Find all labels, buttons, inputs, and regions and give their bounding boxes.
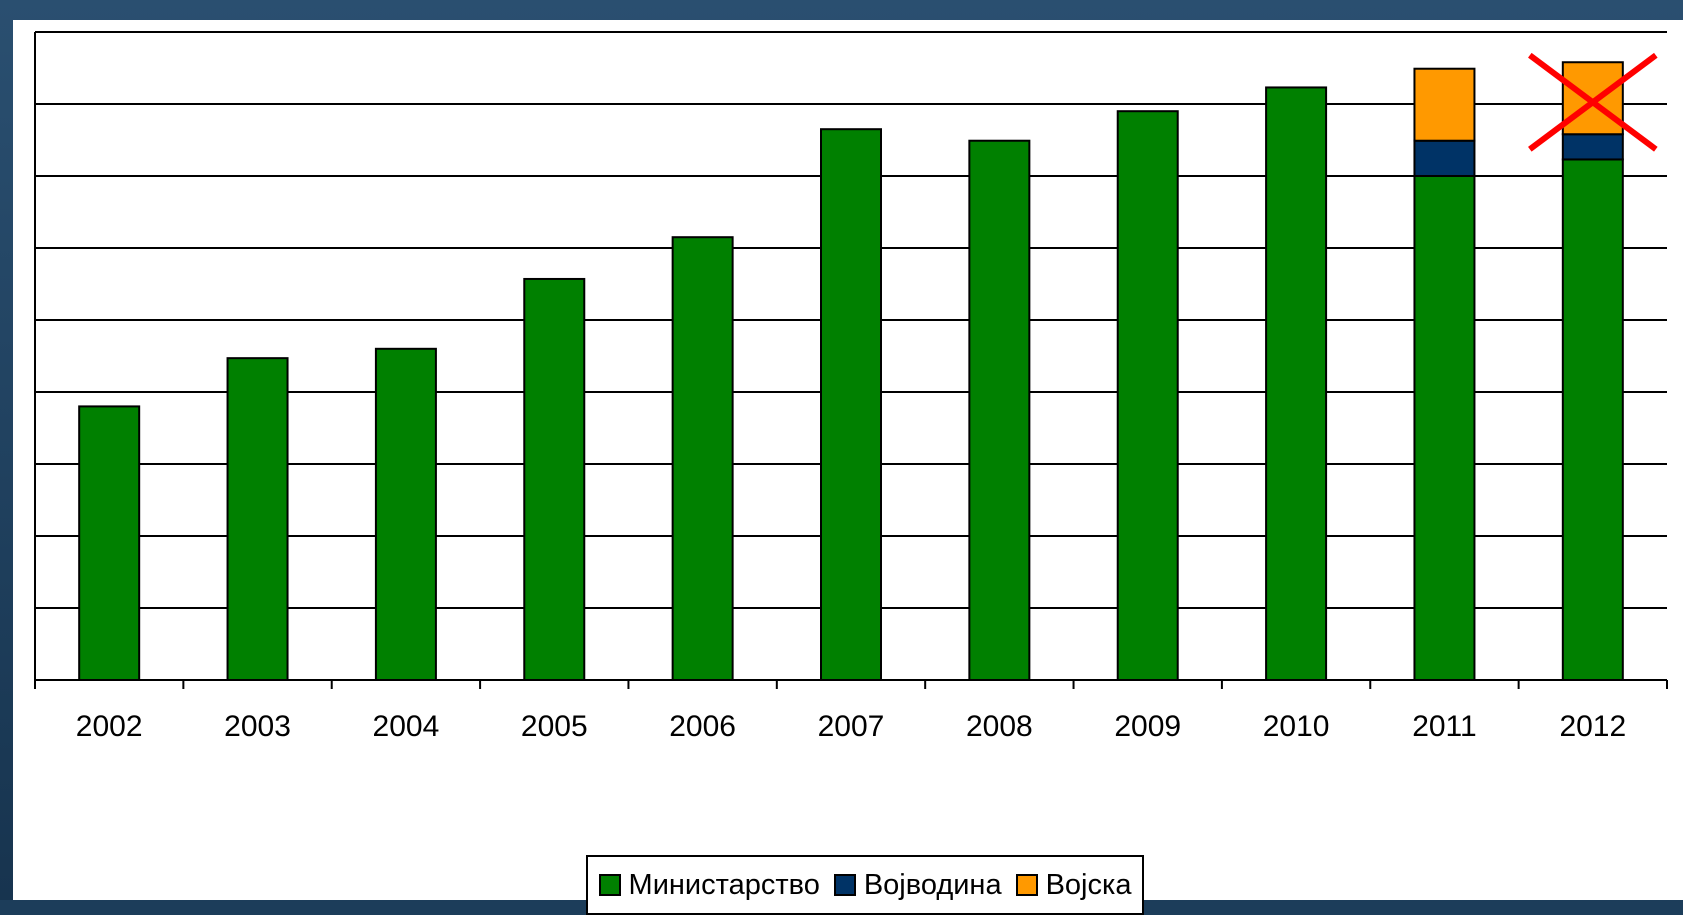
legend-item-vojska: Војска bbox=[1015, 868, 1132, 902]
x-tick-label: 2007 bbox=[818, 710, 885, 743]
red-cross-line-b bbox=[1528, 52, 1658, 152]
bar-chart: 2002 2003 2004 2005 2006 2007 2008 2009 2010 2011… bbox=[34, 31, 1668, 743]
x-tick-label: 2005 bbox=[521, 710, 588, 743]
bar-2011-series-2 bbox=[1413, 67, 1476, 142]
bar-2007-series-0 bbox=[820, 128, 882, 681]
bar-2012-series-0 bbox=[1561, 158, 1624, 681]
x-tick-label: 2003 bbox=[224, 710, 291, 743]
legend-label-ministarstvo: Министарство bbox=[628, 868, 820, 901]
x-tick-label: 2009 bbox=[1114, 710, 1181, 743]
bar-2002-series-0 bbox=[78, 405, 141, 681]
x-tick-label: 2004 bbox=[373, 710, 440, 743]
bar-2006-series-0 bbox=[671, 236, 734, 681]
chart-panel: 2002 2003 2004 2005 2006 2007 2008 2009 2010 2011… bbox=[13, 20, 1683, 915]
x-tick-label: 2006 bbox=[669, 710, 736, 743]
bar-2010-series-0 bbox=[1265, 86, 1328, 681]
legend-swatch-vojska bbox=[1015, 874, 1038, 896]
legend-item-vojvodina: Војводина bbox=[833, 868, 1002, 902]
legend-label-vojvodina: Војводина bbox=[863, 868, 1002, 901]
bar-2012-series-1 bbox=[1561, 133, 1624, 161]
legend-item-ministarstvo: Министарство bbox=[598, 868, 820, 902]
bar-2008-series-0 bbox=[968, 139, 1031, 682]
bar-2009-series-0 bbox=[1116, 110, 1179, 681]
x-tick-label: 2008 bbox=[966, 710, 1033, 743]
bar-2012-series-2 bbox=[1561, 61, 1624, 136]
bar-2011-series-1 bbox=[1413, 139, 1476, 177]
legend-swatch-vojvodina bbox=[833, 874, 856, 896]
bar-2003-series-0 bbox=[226, 357, 289, 681]
bar-2005-series-0 bbox=[523, 277, 586, 681]
legend-label-vojska: Војска bbox=[1045, 868, 1132, 901]
x-tick-label: 2011 bbox=[1412, 710, 1477, 743]
x-tick-label: 2010 bbox=[1263, 710, 1330, 743]
chart-legend: Министарство Војводина Војска bbox=[586, 855, 1144, 915]
bar-2004-series-0 bbox=[374, 347, 437, 681]
bar-2011-series-0 bbox=[1413, 175, 1476, 681]
x-tick-label: 2002 bbox=[76, 710, 143, 743]
legend-swatch-ministarstvo bbox=[598, 874, 621, 896]
x-tick-label: 2012 bbox=[1559, 710, 1626, 743]
